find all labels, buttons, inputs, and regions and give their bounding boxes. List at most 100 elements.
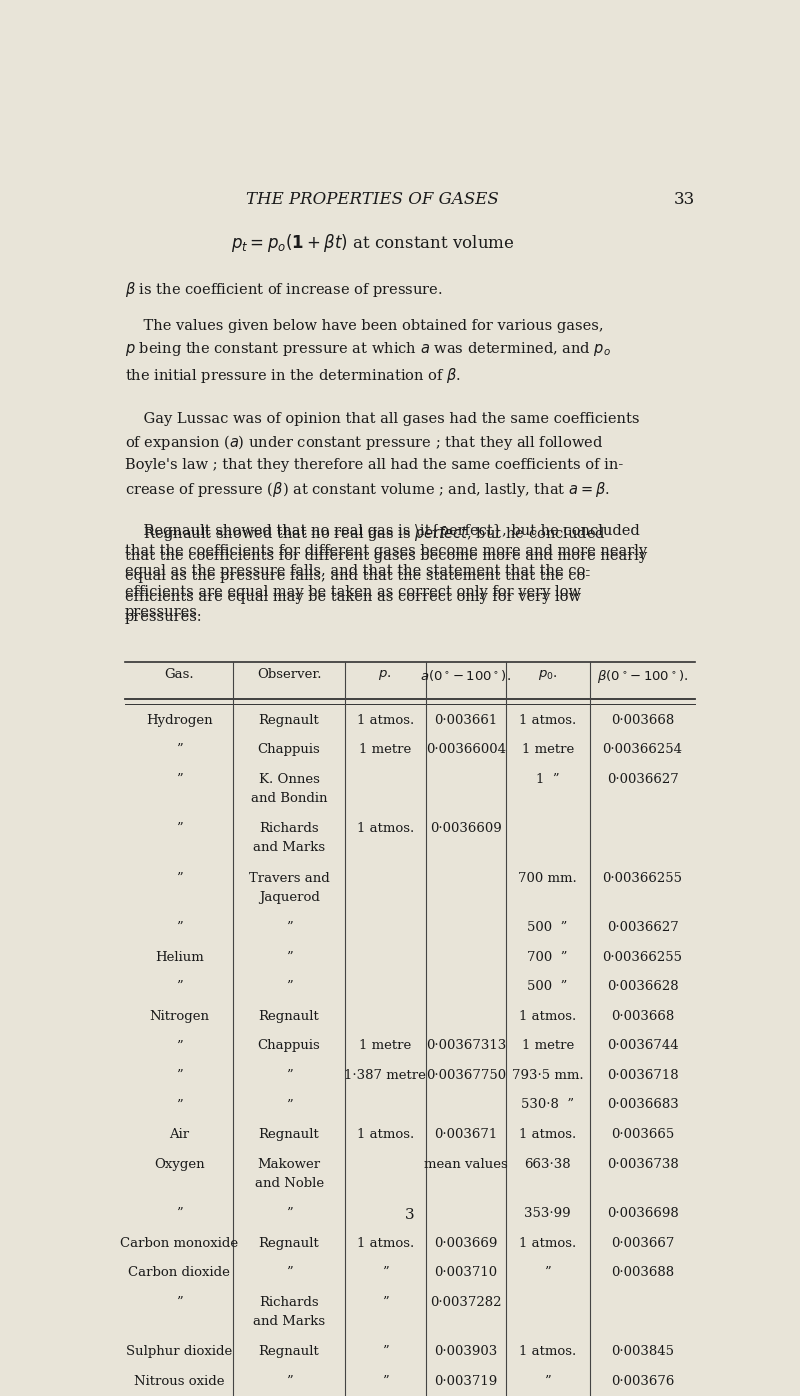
Text: ”: ” [176, 1039, 182, 1053]
Text: mean values: mean values [424, 1157, 508, 1170]
Text: 0·0036609: 0·0036609 [430, 822, 502, 835]
Text: and Marks: and Marks [253, 842, 325, 854]
Text: K. Onnes: K. Onnes [258, 773, 319, 786]
Text: ”: ” [286, 1375, 293, 1388]
Text: Nitrous oxide: Nitrous oxide [134, 1375, 225, 1388]
Text: 1·387 metre: 1·387 metre [344, 1069, 426, 1082]
Text: $\it{p}_t = \it{p}_o(\mathbf{1} + \beta \it{t})$ at constant volume: $\it{p}_t = \it{p}_o(\mathbf{1} + \beta … [231, 232, 514, 254]
Text: ”: ” [176, 980, 182, 993]
Text: THE PROPERTIES OF GASES: THE PROPERTIES OF GASES [246, 191, 499, 208]
Text: ”: ” [176, 1208, 182, 1220]
Text: Sulphur dioxide: Sulphur dioxide [126, 1346, 233, 1358]
Text: 700  ”: 700 ” [527, 951, 568, 963]
Text: 1 atmos.: 1 atmos. [357, 1128, 414, 1141]
Text: ”: ” [176, 822, 182, 835]
Text: Richards: Richards [259, 1295, 319, 1308]
Text: 1 metre: 1 metre [522, 1039, 574, 1053]
Text: 0·003903: 0·003903 [434, 1346, 498, 1358]
Text: Chappuis: Chappuis [258, 743, 321, 757]
Text: 0·003845: 0·003845 [611, 1346, 674, 1358]
Text: 0·003667: 0·003667 [611, 1237, 674, 1249]
Text: 1 atmos.: 1 atmos. [519, 1009, 576, 1023]
Text: 1 atmos.: 1 atmos. [357, 822, 414, 835]
Text: Nitrogen: Nitrogen [150, 1009, 210, 1023]
Text: ”: ” [286, 1069, 293, 1082]
Text: ”: ” [382, 1346, 389, 1358]
Text: $\beta$ is the coefficient of increase of pressure.: $\beta$ is the coefficient of increase o… [125, 281, 442, 299]
Text: 0·003688: 0·003688 [611, 1266, 674, 1279]
Text: Hydrogen: Hydrogen [146, 713, 213, 726]
Text: Carbon monoxide: Carbon monoxide [120, 1237, 238, 1249]
Text: ”: ” [176, 1069, 182, 1082]
Text: and Marks: and Marks [253, 1315, 325, 1328]
Text: ”: ” [176, 1295, 182, 1308]
Text: 0·00367313: 0·00367313 [426, 1039, 506, 1053]
Text: 353·99: 353·99 [524, 1208, 571, 1220]
Text: Gas.: Gas. [165, 669, 194, 681]
Text: 500  ”: 500 ” [527, 921, 568, 934]
Text: $a(0^\circ\! - 100^\circ)$.: $a(0^\circ\! - 100^\circ)$. [420, 669, 511, 684]
Text: Jaquerod: Jaquerod [258, 891, 319, 905]
Text: 0·003668: 0·003668 [611, 1009, 674, 1023]
Text: ”: ” [544, 1266, 551, 1279]
Text: $\beta(0^\circ\! - 100^\circ)$.: $\beta(0^\circ\! - 100^\circ)$. [597, 669, 688, 685]
Text: Regnault: Regnault [258, 1237, 319, 1249]
Text: Oxygen: Oxygen [154, 1157, 205, 1170]
Text: 0·00366004: 0·00366004 [426, 743, 506, 757]
Text: ”: ” [544, 1375, 551, 1388]
Text: 0·003671: 0·003671 [434, 1128, 498, 1141]
Text: ”: ” [286, 951, 293, 963]
Text: 0·003719: 0·003719 [434, 1375, 498, 1388]
Text: Makower: Makower [258, 1157, 321, 1170]
Text: Richards: Richards [259, 822, 319, 835]
Text: 0·0036683: 0·0036683 [606, 1099, 678, 1111]
Text: 1 metre: 1 metre [359, 743, 411, 757]
Text: 663·38: 663·38 [524, 1157, 571, 1170]
Text: ”: ” [286, 921, 293, 934]
Text: Chappuis: Chappuis [258, 1039, 321, 1053]
Text: 1 atmos.: 1 atmos. [357, 1237, 414, 1249]
Text: ”: ” [176, 743, 182, 757]
Text: 1 atmos.: 1 atmos. [519, 713, 576, 726]
Text: 1 metre: 1 metre [522, 743, 574, 757]
Text: ”: ” [382, 1375, 389, 1388]
Text: Travers and: Travers and [249, 871, 330, 885]
Text: ”: ” [176, 871, 182, 885]
Text: Regnault showed that no real gas is $\it{perfect}$, but he concluded
that the co: Regnault showed that no real gas is $\it… [125, 525, 647, 624]
Text: 0·003661: 0·003661 [434, 713, 498, 726]
Text: 3: 3 [405, 1208, 415, 1222]
Text: 0·0036744: 0·0036744 [606, 1039, 678, 1053]
Text: Observer.: Observer. [257, 669, 322, 681]
Text: 0·003668: 0·003668 [611, 713, 674, 726]
Text: ”: ” [382, 1295, 389, 1308]
Text: 1 atmos.: 1 atmos. [519, 1237, 576, 1249]
Text: Regnault: Regnault [258, 1346, 319, 1358]
Text: 1 atmos.: 1 atmos. [519, 1346, 576, 1358]
Text: and Noble: and Noble [254, 1177, 324, 1189]
Text: ”: ” [286, 1099, 293, 1111]
Text: 0·00367750: 0·00367750 [426, 1069, 506, 1082]
Text: Helium: Helium [155, 951, 204, 963]
Text: 0·00366255: 0·00366255 [602, 871, 682, 885]
Text: The values given below have been obtained for various gases,
$p$ being the const: The values given below have been obtaine… [125, 320, 611, 385]
Text: 0·003676: 0·003676 [611, 1375, 674, 1388]
Text: ”: ” [286, 980, 293, 993]
Text: Regnault: Regnault [258, 713, 319, 726]
Text: ”: ” [176, 773, 182, 786]
Text: ”: ” [382, 1266, 389, 1279]
Text: 1 atmos.: 1 atmos. [357, 713, 414, 726]
Text: 0·0036627: 0·0036627 [606, 921, 678, 934]
Text: 0·00366255: 0·00366255 [602, 951, 682, 963]
Text: $p$.: $p$. [378, 669, 392, 683]
Text: 0·0036738: 0·0036738 [606, 1157, 678, 1170]
Text: 0·0036698: 0·0036698 [606, 1208, 678, 1220]
Text: 0·003669: 0·003669 [434, 1237, 498, 1249]
Text: ”: ” [176, 921, 182, 934]
Text: Regnault: Regnault [258, 1009, 319, 1023]
Text: 1 metre: 1 metre [359, 1039, 411, 1053]
Text: 0·0036628: 0·0036628 [606, 980, 678, 993]
Text: 793·5 mm.: 793·5 mm. [512, 1069, 583, 1082]
Text: 0·003665: 0·003665 [611, 1128, 674, 1141]
Text: 0·003710: 0·003710 [434, 1266, 498, 1279]
Text: 33: 33 [674, 191, 695, 208]
